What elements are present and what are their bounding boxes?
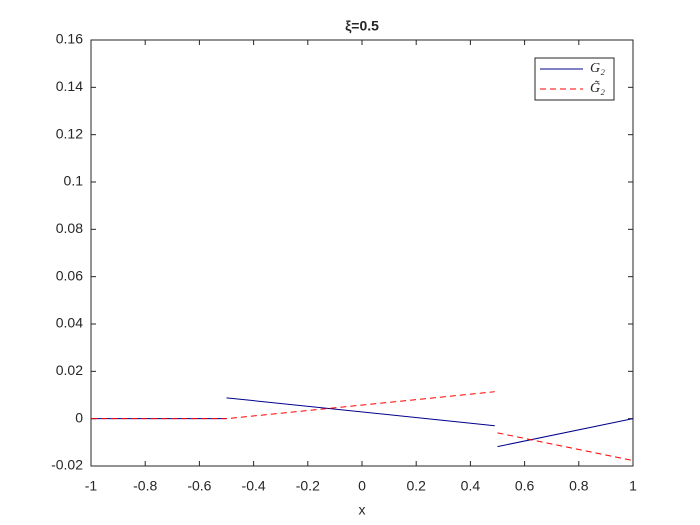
x-tick-label: -0.8: [133, 478, 157, 494]
x-tick-label: 0.2: [406, 478, 426, 494]
y-tick-label: 0.06: [56, 267, 83, 283]
x-tick-label: 0: [358, 478, 366, 494]
x-tick-label: -0.6: [187, 478, 211, 494]
legend-box: [534, 57, 615, 101]
y-tick-label: 0.02: [56, 362, 83, 378]
chart-title: ξ=0.5: [345, 18, 379, 34]
plot-frame: [90, 39, 634, 467]
x-tick-label: 0.4: [461, 478, 481, 494]
series-line: [91, 391, 634, 462]
x-tick-label: -0.4: [242, 478, 266, 494]
y-tick-label: 0.12: [56, 125, 83, 141]
x-axis-label: x: [359, 502, 366, 518]
y-tick-label: 0.14: [56, 78, 83, 94]
y-tick-label: 0.04: [56, 315, 83, 331]
legend-label: G₂: [590, 61, 605, 76]
y-tick-label: 0.16: [56, 31, 83, 47]
y-tick-label: 0.08: [56, 220, 83, 236]
y-tick-label: -0.02: [51, 457, 83, 473]
legend-label: G̃₂: [590, 80, 605, 96]
x-tick-label: 0.6: [515, 478, 535, 494]
x-tick-label: -1: [85, 478, 98, 494]
y-tick-label: 0.1: [64, 173, 84, 189]
x-tick-label: -0.2: [296, 478, 320, 494]
x-tick-label: 1: [629, 478, 637, 494]
y-tick-label: 0: [75, 409, 83, 425]
x-tick-label: 0.8: [569, 478, 589, 494]
